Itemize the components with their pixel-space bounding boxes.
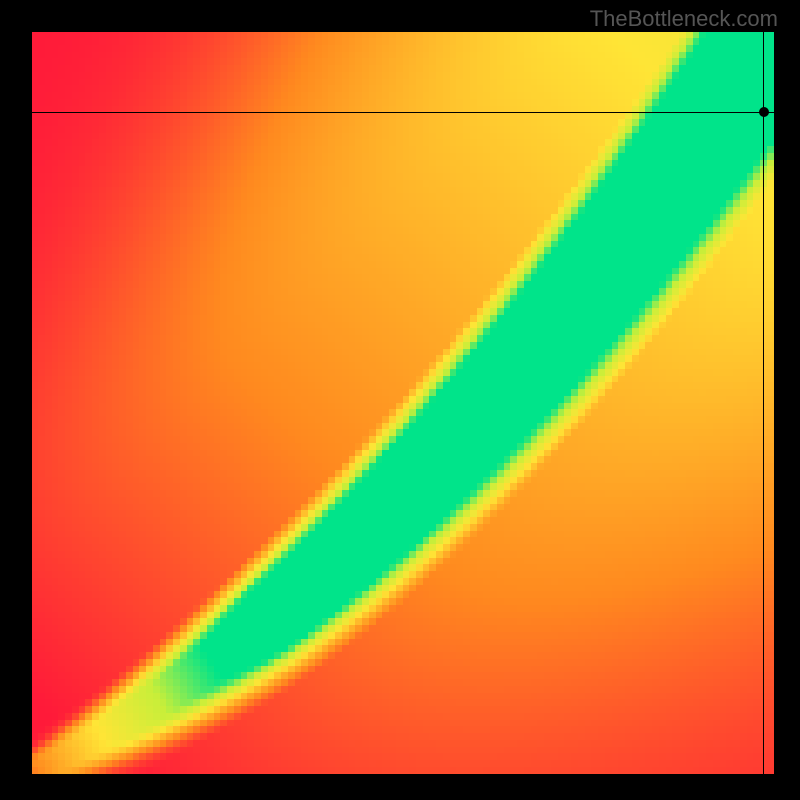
marker-dot	[759, 107, 769, 117]
heatmap-canvas	[32, 32, 774, 774]
watermark-text: TheBottleneck.com	[590, 6, 778, 32]
crosshair-horizontal	[32, 112, 774, 113]
crosshair-vertical	[763, 32, 764, 774]
chart-container: TheBottleneck.com	[0, 0, 800, 800]
